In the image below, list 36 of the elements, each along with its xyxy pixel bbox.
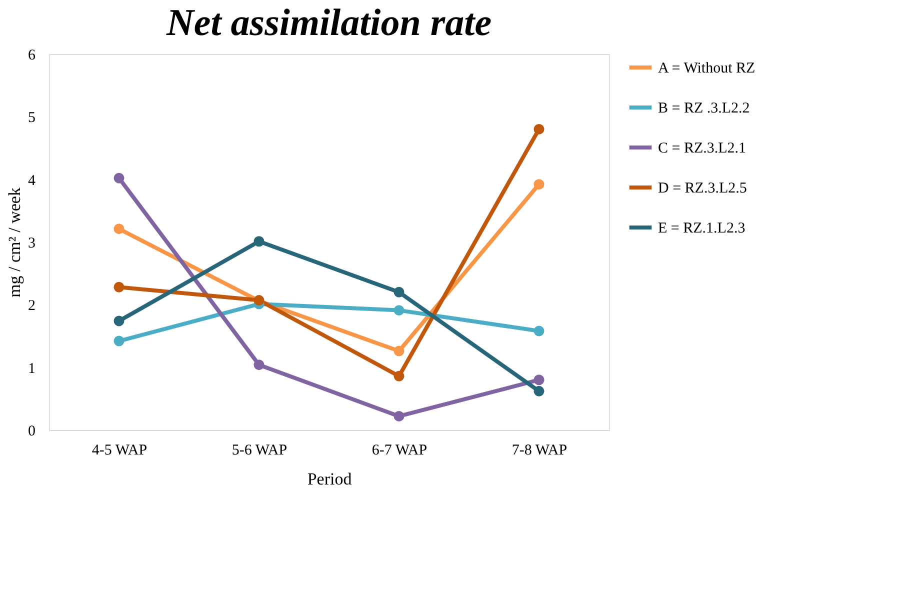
- point: [394, 370, 404, 382]
- legend-label: E = RZ.1.L2.3: [658, 220, 746, 236]
- point: [114, 316, 124, 326]
- point: [394, 286, 404, 298]
- y-tick-label: 5: [28, 110, 36, 126]
- point: [114, 336, 124, 346]
- x-tick-label: 4-5 WAP: [92, 442, 148, 458]
- x-tick-label: 7-8 WAP: [512, 442, 568, 458]
- y-tick-label: 6: [28, 48, 36, 64]
- point: [254, 236, 264, 247]
- point: [394, 346, 404, 356]
- legend-label: D = RZ.3.L2.5: [658, 180, 747, 196]
- point: [394, 305, 404, 316]
- legend-label: C = RZ.3.L2.1: [658, 140, 746, 156]
- x-axis-title: Period: [307, 470, 352, 488]
- point: [534, 179, 544, 190]
- point: [534, 326, 544, 336]
- y-tick-label: 3: [28, 236, 36, 252]
- y-tick-label: 4: [28, 172, 36, 189]
- x-tick-label: 6-7 WAP: [372, 442, 428, 458]
- point: [114, 282, 124, 292]
- point: [114, 224, 124, 234]
- y-axis-title: mg / cm² / week: [5, 187, 24, 298]
- y-tick-label: 0: [28, 424, 36, 440]
- x-tick-label: 5-6 WAP: [232, 442, 288, 458]
- point: [394, 410, 404, 422]
- chart-title: Net assimilation rate: [165, 2, 492, 44]
- y-tick-label: 2: [28, 298, 36, 314]
- point: [534, 124, 544, 134]
- point: [114, 172, 124, 184]
- point: [534, 386, 544, 396]
- y-tick-label: 1: [28, 360, 36, 377]
- point: [254, 360, 264, 370]
- legend-label: A = Without RZ: [658, 60, 756, 76]
- legend-label: B = RZ .3.L2.2: [658, 100, 750, 116]
- point: [534, 374, 544, 386]
